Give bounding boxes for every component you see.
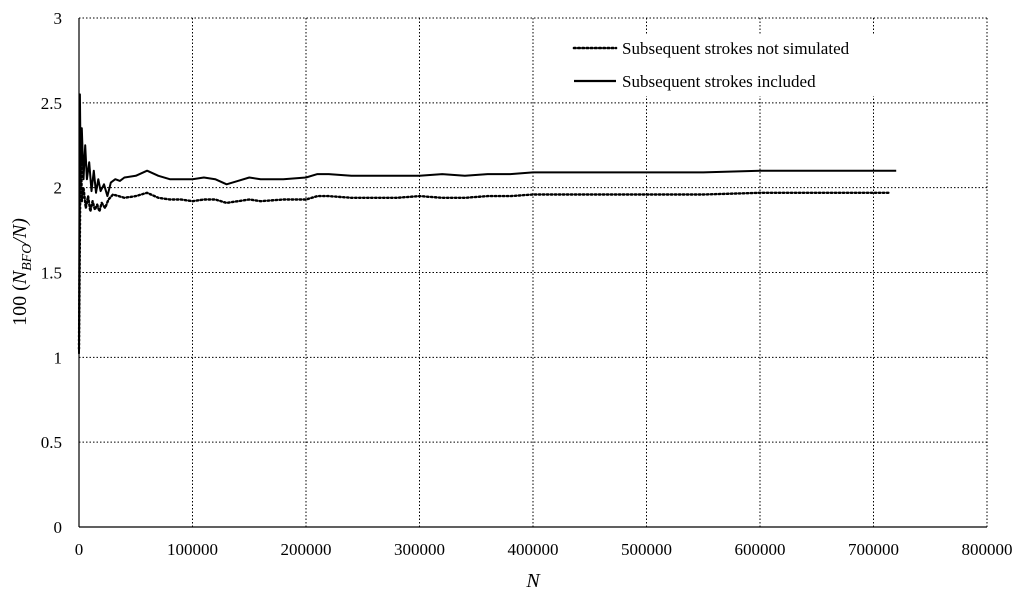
x-tick-label: 700000: [848, 540, 899, 559]
x-tick-label: 0: [75, 540, 84, 559]
legend-label-not-simulated: Subsequent strokes not simulated: [622, 39, 850, 58]
series-line-1: [78, 93, 897, 354]
legend-label-included: Subsequent strokes included: [622, 72, 816, 91]
x-tick-label: 100000: [167, 540, 218, 559]
y-tick-label: 0.5: [41, 433, 62, 452]
legend-background: [568, 34, 910, 96]
y-tick-label: 3: [54, 9, 63, 28]
series-line-0: [77, 127, 892, 351]
x-tick-label: 600000: [735, 540, 786, 559]
y-tick-label: 0: [54, 518, 63, 537]
y-tick-label: 2.5: [41, 94, 62, 113]
y-tick-label: 2: [54, 179, 63, 198]
x-tick-labels: 0 100000 200000 300000 400000 500000 600000 700…: [75, 540, 1013, 559]
x-tick-label: 200000: [281, 540, 332, 559]
x-axis-label: N: [525, 570, 541, 592]
grid-lines: [78, 17, 988, 528]
legend: Subsequent strokes not simulated Subsequ…: [568, 34, 910, 96]
x-tick-label: 400000: [508, 540, 559, 559]
y-tick-label: 1: [54, 348, 63, 367]
x-tick-label: 500000: [621, 540, 672, 559]
x-tick-label: 300000: [394, 540, 445, 559]
y-axis-label: 100 (NBFO/N): [9, 218, 35, 326]
series-layer: [77, 93, 897, 354]
y-tick-label: 1.5: [41, 264, 62, 283]
x-tick-label: 800000: [962, 540, 1013, 559]
y-tick-labels: 0 0.5 1 1.5 2 2.5 3: [41, 9, 62, 537]
